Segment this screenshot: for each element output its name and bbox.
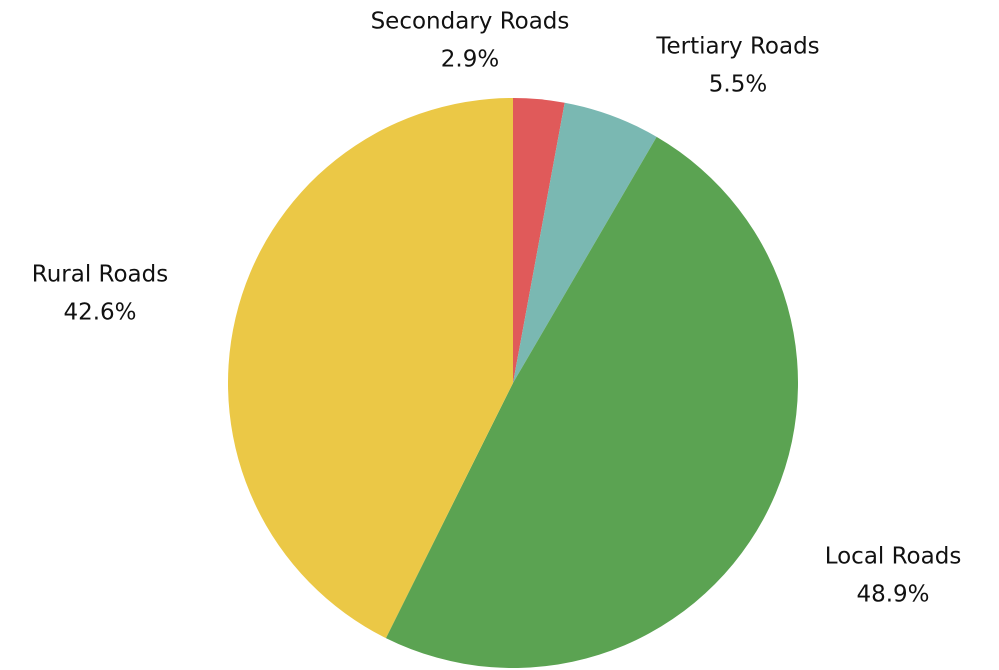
slice-value-label: 48.9%	[856, 582, 929, 608]
pie-slice	[513, 102, 657, 383]
slice-label: Rural Roads	[32, 262, 168, 288]
slice-label: Tertiary Roads	[655, 34, 819, 60]
slice-value-label: 42.6%	[63, 300, 136, 326]
slice-value-label: 2.9%	[441, 47, 499, 73]
slice-label: Secondary Roads	[371, 9, 570, 35]
pie-slice	[385, 136, 799, 669]
pie-slice	[227, 98, 513, 639]
slice-value-label: 5.5%	[709, 72, 767, 98]
slice-label: Local Roads	[825, 544, 962, 570]
pie-slice	[513, 98, 565, 383]
